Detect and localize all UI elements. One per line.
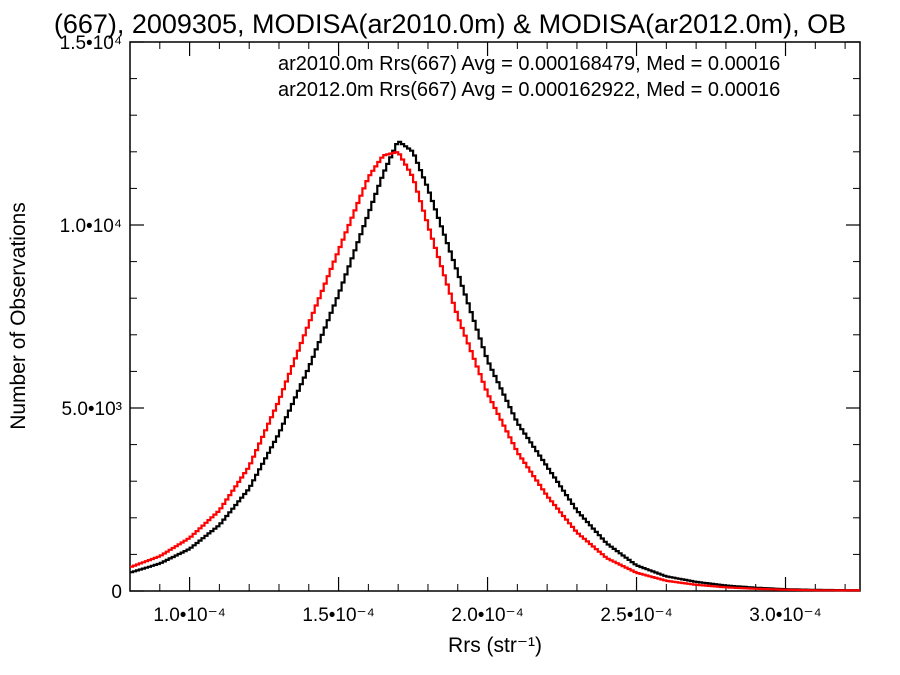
series-ar2010-line [130, 140, 860, 592]
y-axis-label: Number of Observations [7, 202, 30, 430]
x-tick-label: 2.0•10⁻⁴ [451, 605, 523, 626]
plot-frame [129, 41, 861, 592]
y-tick-label: 0 [111, 582, 122, 603]
chart-title: (667), 2009305, MODISA(ar2010.0m) & MODI… [54, 9, 846, 39]
legend-entry-ar2012: ar2012.0m Rrs(667) Avg = 0.000162922, Me… [278, 79, 780, 101]
series-ar2012-line [130, 151, 860, 592]
y-tick-label: 5.0•10³ [61, 399, 122, 420]
x-axis-label: Rrs (str⁻¹) [448, 634, 542, 657]
y-tick-label: 1.0•10⁴ [60, 216, 122, 237]
series-layer [130, 140, 860, 592]
legend: ar2010.0m Rrs(667) Avg = 0.000168479, Me… [278, 53, 780, 101]
legend-entry-ar2010: ar2010.0m Rrs(667) Avg = 0.000168479, Me… [278, 53, 780, 75]
x-tick-label: 1.0•10⁻⁴ [153, 605, 225, 626]
tick-labels: 1.0•10⁻⁴ 1.5•10⁻⁴ 2.0•10⁻⁴ 2.5•10⁻⁴ 3.0•10⁻⁴… [60, 33, 822, 626]
x-tick-label: 3.0•10⁻⁴ [749, 605, 821, 626]
x-tick-label: 2.5•10⁻⁴ [600, 605, 672, 626]
axis-ticks [129, 41, 860, 592]
x-tick-label: 1.5•10⁻⁴ [302, 605, 374, 626]
y-tick-label: 1.5•10⁴ [60, 33, 122, 54]
